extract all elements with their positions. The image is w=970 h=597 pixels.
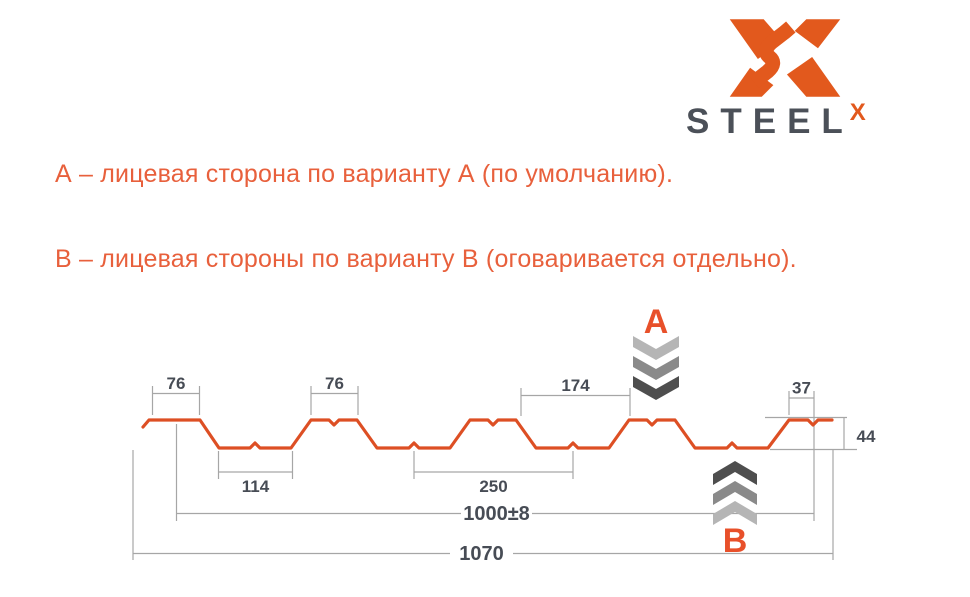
marker-a-letter: A	[644, 303, 669, 341]
dim-edge-rib: 37	[788, 379, 815, 521]
dim-label-valley: 114	[242, 477, 270, 496]
brand-wordmark: STEELX	[686, 99, 870, 142]
dim-label-height: 44	[857, 427, 876, 446]
dim-label-crest-mid: 76	[325, 374, 344, 393]
dim-crest-width-left: 76	[151, 374, 201, 415]
dim-overall-width: 1070	[132, 449, 834, 565]
marker-b-letter: B	[723, 522, 748, 560]
logo-wedge-bottom-left	[729, 67, 774, 97]
chevron-down-icon	[633, 336, 679, 400]
steelx-logo: STEELX	[660, 0, 970, 160]
note-variant-b: В – лицевая стороны по варианту В (огова…	[55, 245, 797, 273]
dim-label-pitch: 250	[479, 477, 507, 496]
chevron-band	[713, 501, 757, 525]
chevron-band	[633, 356, 679, 380]
dim-label-working-width: 1000±8	[463, 503, 530, 525]
brand-text: STEEL	[686, 102, 854, 141]
chevron-band	[633, 376, 679, 400]
dim-crest-width-mid: 76	[310, 374, 359, 415]
dim-crest-gap: 174	[520, 376, 631, 416]
note-variant-a: А – лицевая сторона по варианту А (по ум…	[55, 160, 674, 188]
chevron-band	[713, 461, 757, 485]
dim-working-width: 1000±8	[175, 424, 814, 525]
logo-wedge-bottom-right	[786, 57, 841, 97]
chevron-band	[633, 336, 679, 360]
dim-label-crest-gap: 174	[561, 376, 590, 395]
chevron-up-icon	[713, 461, 757, 525]
dim-label-overall-width: 1070	[459, 543, 504, 565]
marker-a: A	[633, 303, 679, 400]
logo-wedge-top-right	[794, 19, 841, 49]
dim-profile-height: 44	[765, 416, 876, 451]
profile-outline	[141, 418, 834, 450]
brand-sup-x: X	[849, 99, 866, 126]
dim-label-edge-rib: 37	[792, 379, 811, 398]
marker-b: B	[713, 461, 757, 560]
logo-x-icon	[729, 19, 841, 97]
dim-valley-width: 114	[217, 451, 294, 496]
dim-rib-pitch: 250	[413, 451, 574, 496]
dim-label-crest-left: 76	[167, 374, 186, 393]
chevron-band	[713, 481, 757, 505]
logo-center-bolt	[749, 21, 796, 88]
